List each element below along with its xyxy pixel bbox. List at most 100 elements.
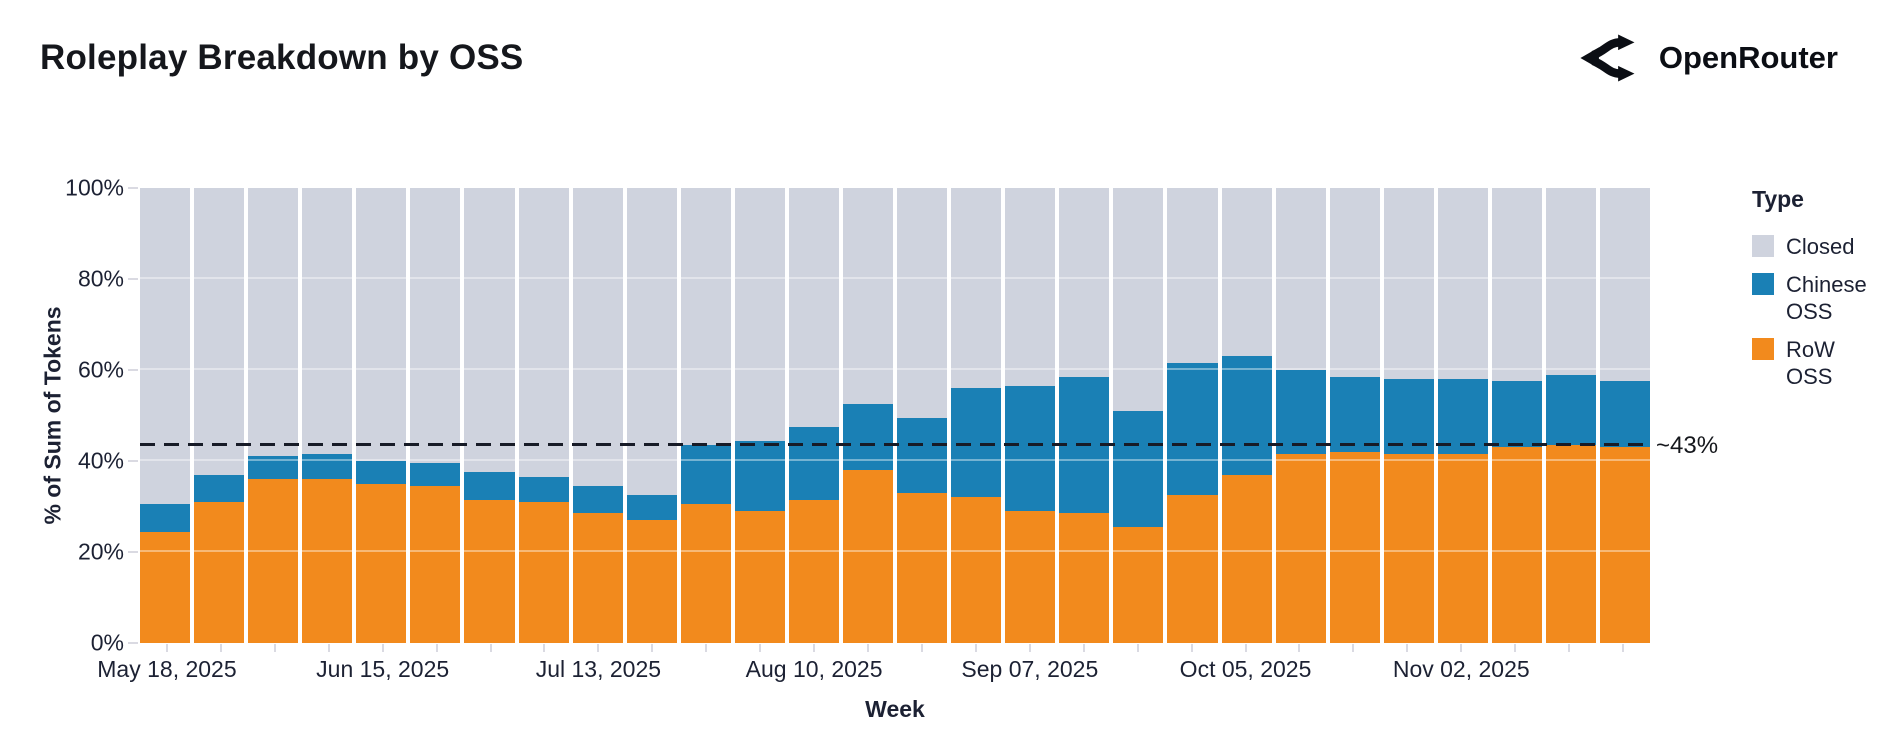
bar-jun-15-2025[interactable]: [356, 188, 407, 643]
segment-chinese-oss[interactable]: [518, 476, 569, 502]
segment-row-oss[interactable]: [248, 479, 299, 643]
segment-row-oss[interactable]: [1546, 445, 1597, 643]
bar-aug-03-2025[interactable]: [734, 188, 785, 643]
segment-row-oss[interactable]: [1329, 451, 1380, 643]
segment-closed[interactable]: [788, 188, 840, 427]
bar-aug-24-2025[interactable]: [897, 188, 948, 643]
segment-closed[interactable]: [1491, 188, 1543, 382]
bar-jun-01-2025[interactable]: [248, 188, 299, 643]
segment-closed[interactable]: [626, 188, 677, 496]
segment-row-oss[interactable]: [518, 501, 569, 643]
segment-chinese-oss[interactable]: [1221, 356, 1272, 475]
segment-closed[interactable]: [1546, 188, 1597, 375]
bar-sep-14-2025[interactable]: [1059, 188, 1110, 643]
bar-nov-23-2025[interactable]: [1600, 188, 1651, 643]
segment-chinese-oss[interactable]: [140, 504, 191, 532]
segment-closed[interactable]: [194, 188, 245, 475]
segment-row-oss[interactable]: [464, 499, 515, 643]
bar-oct-26-2025[interactable]: [1383, 188, 1434, 643]
segment-chinese-oss[interactable]: [1167, 363, 1218, 496]
segment-row-oss[interactable]: [1383, 454, 1434, 643]
segment-row-oss[interactable]: [194, 501, 245, 643]
segment-closed[interactable]: [734, 188, 785, 441]
segment-chinese-oss[interactable]: [680, 445, 731, 505]
segment-row-oss[interactable]: [680, 504, 731, 643]
bar-jul-20-2025[interactable]: [626, 188, 677, 643]
bar-nov-02-2025[interactable]: [1437, 188, 1488, 643]
segment-closed[interactable]: [1005, 188, 1056, 386]
segment-chinese-oss[interactable]: [1546, 374, 1597, 446]
segment-chinese-oss[interactable]: [410, 463, 461, 487]
segment-row-oss[interactable]: [843, 470, 894, 643]
segment-chinese-oss[interactable]: [572, 486, 623, 514]
segment-row-oss[interactable]: [1167, 495, 1218, 643]
segment-closed[interactable]: [248, 188, 299, 457]
segment-closed[interactable]: [518, 188, 569, 477]
segment-closed[interactable]: [897, 188, 948, 418]
segment-closed[interactable]: [1059, 188, 1110, 377]
bar-jul-13-2025[interactable]: [572, 188, 623, 643]
segment-chinese-oss[interactable]: [734, 440, 785, 512]
bar-nov-09-2025[interactable]: [1491, 188, 1543, 643]
bar-sep-07-2025[interactable]: [1005, 188, 1056, 643]
segment-chinese-oss[interactable]: [1005, 385, 1056, 512]
segment-closed[interactable]: [140, 188, 191, 505]
segment-closed[interactable]: [464, 188, 515, 473]
bar-sep-21-2025[interactable]: [1113, 188, 1164, 643]
segment-closed[interactable]: [1113, 188, 1164, 411]
legend-item-closed[interactable]: Closed: [1752, 233, 1872, 260]
segment-closed[interactable]: [1383, 188, 1434, 380]
segment-chinese-oss[interactable]: [194, 474, 245, 502]
segment-chinese-oss[interactable]: [1437, 379, 1488, 455]
bar-aug-31-2025[interactable]: [951, 188, 1002, 643]
segment-chinese-oss[interactable]: [626, 495, 677, 521]
segment-row-oss[interactable]: [356, 483, 407, 643]
segment-chinese-oss[interactable]: [788, 426, 840, 500]
bar-jun-29-2025[interactable]: [464, 188, 515, 643]
bar-may-18-2025[interactable]: [140, 188, 191, 643]
segment-closed[interactable]: [843, 188, 894, 405]
bar-oct-19-2025[interactable]: [1329, 188, 1380, 643]
segment-row-oss[interactable]: [734, 511, 785, 643]
bar-jun-22-2025[interactable]: [410, 188, 461, 643]
segment-closed[interactable]: [1437, 188, 1488, 380]
segment-row-oss[interactable]: [302, 479, 353, 643]
segment-row-oss[interactable]: [1437, 454, 1488, 643]
bar-jul-06-2025[interactable]: [518, 188, 569, 643]
segment-chinese-oss[interactable]: [248, 456, 299, 480]
segment-closed[interactable]: [302, 188, 353, 455]
segment-row-oss[interactable]: [1113, 526, 1164, 643]
segment-closed[interactable]: [1275, 188, 1326, 370]
segment-closed[interactable]: [1329, 188, 1380, 377]
segment-row-oss[interactable]: [951, 497, 1002, 643]
segment-closed[interactable]: [1167, 188, 1218, 364]
segment-row-oss[interactable]: [788, 499, 840, 643]
legend-item-row-oss[interactable]: RoW OSS: [1752, 336, 1872, 390]
segment-closed[interactable]: [1600, 188, 1651, 382]
segment-chinese-oss[interactable]: [356, 461, 407, 484]
segment-row-oss[interactable]: [572, 513, 623, 643]
bar-may-25-2025[interactable]: [194, 188, 245, 643]
segment-closed[interactable]: [356, 188, 407, 461]
segment-row-oss[interactable]: [1600, 447, 1651, 643]
segment-row-oss[interactable]: [1005, 511, 1056, 643]
segment-closed[interactable]: [572, 188, 623, 487]
segment-closed[interactable]: [1221, 188, 1272, 357]
bar-oct-12-2025[interactable]: [1275, 188, 1326, 643]
segment-chinese-oss[interactable]: [897, 417, 948, 493]
segment-chinese-oss[interactable]: [843, 404, 894, 471]
bar-aug-17-2025[interactable]: [843, 188, 894, 643]
segment-row-oss[interactable]: [140, 531, 191, 643]
segment-chinese-oss[interactable]: [1383, 379, 1434, 455]
segment-row-oss[interactable]: [1491, 447, 1543, 643]
segment-row-oss[interactable]: [410, 486, 461, 643]
segment-chinese-oss[interactable]: [464, 472, 515, 500]
legend-item-chinese-oss[interactable]: Chinese OSS: [1752, 271, 1872, 325]
segment-chinese-oss[interactable]: [951, 388, 1002, 498]
bar-nov-16-2025[interactable]: [1546, 188, 1597, 643]
bar-jun-08-2025[interactable]: [302, 188, 353, 643]
bar-sep-28-2025[interactable]: [1167, 188, 1218, 643]
segment-chinese-oss[interactable]: [1275, 370, 1326, 455]
segment-closed[interactable]: [680, 188, 731, 446]
segment-row-oss[interactable]: [1275, 454, 1326, 643]
